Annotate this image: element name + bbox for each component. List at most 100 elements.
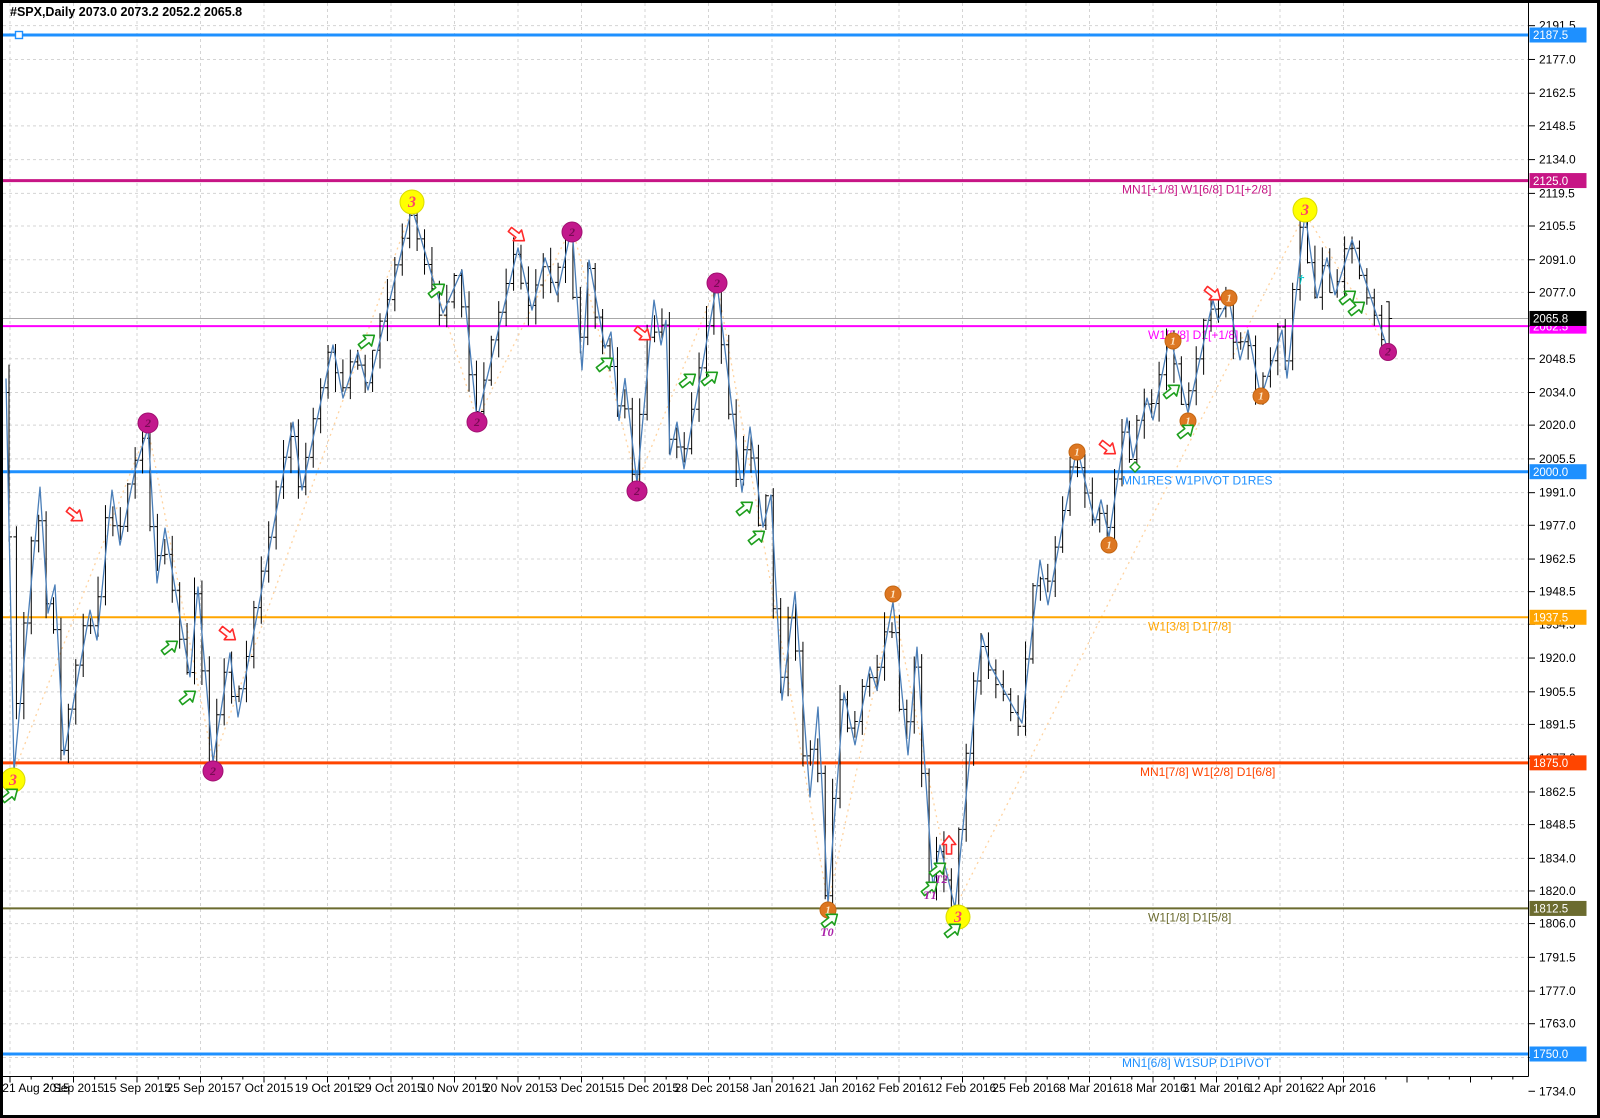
wave2-marker-circle: [626, 480, 648, 502]
wave1-marker-digit: 1: [1106, 539, 1112, 551]
level-label: MN1[6/8] W1SUP D1PIVOT: [1122, 1056, 1272, 1070]
price-tick-label: 2119.5: [1539, 186, 1575, 200]
wave2-marker[interactable]: 2: [137, 412, 159, 434]
wave1-marker[interactable]: 1: [1220, 289, 1238, 307]
ohlc-bar: [451, 273, 458, 309]
wave2-marker-digit: 2: [209, 764, 216, 778]
level-label: MN1[7/8] W1[2/8] D1[6/8]: [1140, 765, 1275, 779]
price-tick-label: 1920.0: [1539, 651, 1576, 665]
ohlc-bar: [1178, 356, 1185, 405]
annotation-label[interactable]: T2: [934, 872, 947, 886]
wave2-marker-circle: [466, 411, 488, 433]
annotation-label[interactable]: T0: [820, 925, 833, 939]
wave-markers: 3 3 3 3 2 2 2 2 2 2 2 1 1 1 1 1 1 1 1 T0 T1 T2 †: [0, 189, 1397, 942]
wave1-marker-digit: 1: [1074, 446, 1080, 458]
date-tick-label: 2 Sep 2015: [43, 1081, 105, 1095]
chart-plot-area[interactable]: [3, 3, 1597, 1115]
wave3-marker-digit: 3: [1300, 202, 1309, 219]
ohlc-bar: [866, 673, 873, 697]
time-axis-area[interactable]: [3, 1076, 1529, 1115]
annotation-label[interactable]: T1: [923, 888, 936, 902]
wave1-marker-circle: [1100, 536, 1118, 554]
price-axis-area[interactable]: [1529, 3, 1597, 1115]
wave2-marker-circle: [202, 760, 224, 782]
annotation-label[interactable]: †: [1298, 272, 1305, 286]
wave1-marker[interactable]: 1: [1252, 387, 1270, 405]
wave3-marker-digit: 3: [407, 194, 416, 211]
price-tick-label: 2162.5: [1539, 86, 1576, 100]
price-tick-label: 2134.0: [1539, 153, 1576, 167]
ohlc-bar: [681, 432, 688, 463]
date-tick-label: 22 Apr 2016: [1311, 1081, 1376, 1095]
ohlc-bar: [325, 345, 332, 399]
price-tick-label: 2177.0: [1539, 52, 1576, 66]
price-tick-label: 1905.5: [1539, 685, 1576, 699]
wave1-marker[interactable]: 1: [1068, 443, 1086, 461]
wave3-marker[interactable]: 3: [399, 189, 425, 215]
wave2-marker-digit: 2: [144, 416, 151, 430]
zigzag-line[interactable]: [5, 207, 1389, 909]
ohlc-bar: [874, 654, 881, 692]
ohlc-bar: [1386, 301, 1393, 351]
wave2-marker[interactable]: 2: [466, 411, 488, 433]
price-badge: [1529, 900, 1587, 916]
wave2-marker[interactable]: 2: [202, 760, 224, 782]
wave1-marker[interactable]: 1: [884, 585, 902, 603]
ohlc-bar: [13, 526, 20, 720]
wave2-marker[interactable]: 2: [706, 272, 728, 294]
price-tick-label: 2034.0: [1539, 386, 1576, 400]
level-handle[interactable]: [14, 30, 24, 40]
ohlc-bar: [851, 711, 858, 738]
wave3-marker-circle: [1292, 197, 1318, 223]
wave1-marker-circle: [1220, 289, 1238, 307]
price-badge: [1529, 464, 1587, 480]
chart-title: #SPX,Daily 2073.0 2073.2 2052.2 2065.8: [10, 5, 242, 19]
wave3-marker-circle: [399, 189, 425, 215]
green-diamond-icon[interactable]: [1129, 461, 1141, 473]
ohlc-bar: [1341, 236, 1348, 297]
price-badge-label: 1750.0: [1533, 1049, 1568, 1061]
price-tick-label: 1791.5: [1539, 950, 1576, 964]
wave3-marker[interactable]: 3: [1292, 197, 1318, 223]
wave2-end-marker-circle: [1379, 343, 1397, 361]
wave1-marker[interactable]: 1: [1164, 332, 1182, 350]
price-tick-label: 1834.0: [1539, 851, 1576, 865]
price-badge: [1529, 1046, 1587, 1062]
price-tick-label: 2077.0: [1539, 285, 1576, 299]
wave2-marker[interactable]: 2: [561, 221, 583, 243]
level-label: W1[3/8] D1[7/8]: [1148, 619, 1231, 633]
wave2-end-marker[interactable]: 2: [1379, 343, 1397, 361]
price-badge-label: 1812.5: [1533, 904, 1568, 916]
ohlc-bar: [755, 444, 762, 527]
ohlc-bar: [1237, 332, 1244, 350]
chart-body: MN1[+1/8] W1[6/8] D1[+2/8] W1[5/8] D1[+1/…: [0, 3, 1597, 1115]
price-tick-label: 1891.5: [1539, 717, 1576, 731]
wave2-marker-circle: [706, 272, 728, 294]
ohlc-bar: [792, 603, 799, 661]
date-tick-label: 10 Nov 2015: [420, 1081, 488, 1095]
wave2-marker-digit: 2: [568, 225, 575, 239]
price-badge: [1529, 173, 1587, 189]
ohlc-bar: [651, 315, 658, 343]
ohlc-bar: [50, 597, 57, 634]
wave1-marker-circle: [1252, 387, 1270, 405]
wave2-marker-digit: 2: [713, 276, 720, 290]
date-tick-label: 19 Oct 2015: [295, 1081, 361, 1095]
ohlc-bar: [673, 427, 680, 459]
wave3-marker-digit: 3: [953, 909, 962, 926]
wave2-marker-circle: [561, 221, 583, 243]
date-tick-label: 12 Feb 2016: [929, 1081, 997, 1095]
price-badge-label: 2187.5: [1533, 30, 1568, 42]
ohlc-bar: [109, 506, 116, 537]
wave3-marker[interactable]: 3: [0, 767, 26, 793]
wave2-marker[interactable]: 2: [626, 480, 648, 502]
level-label: MN1[+1/8] W1[6/8] D1[+2/8]: [1122, 183, 1271, 197]
wave2-marker-digit: 2: [473, 415, 480, 429]
price-tick-label: 1820.0: [1539, 884, 1576, 898]
wave1-marker[interactable]: 1: [1100, 536, 1118, 554]
wave2-marker-digit: 2: [633, 484, 640, 498]
wave2-marker-circle: [137, 412, 159, 434]
date-tick-label: 21 Jan 2016: [802, 1081, 868, 1095]
